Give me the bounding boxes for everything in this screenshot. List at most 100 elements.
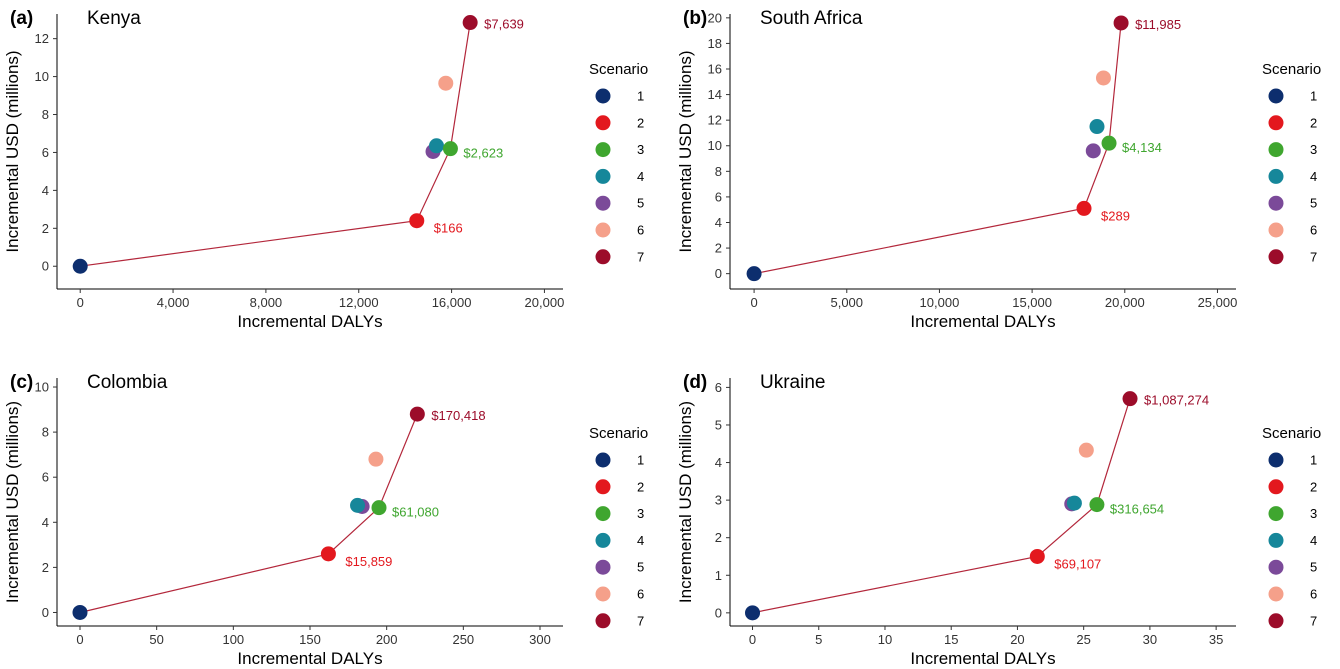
- legend-label-1: 1: [637, 89, 644, 104]
- legend-label-3: 3: [1310, 142, 1317, 157]
- y-axis-title: Incremental USD (millions): [3, 401, 22, 603]
- panel-title: South Africa: [760, 8, 863, 29]
- icer-label-scenario-3: $316,654: [1110, 502, 1164, 517]
- scenario-6-point: [438, 75, 454, 91]
- legend-marker-7: [595, 249, 611, 265]
- scenario-7-point: [409, 406, 425, 422]
- legend-label-3: 3: [637, 142, 644, 157]
- scenario-6-point: [368, 451, 384, 467]
- y-tick-label: 0: [715, 605, 722, 620]
- y-tick-label: 6: [42, 145, 49, 160]
- x-tick-label: 4,000: [157, 295, 190, 310]
- legend-label-2: 2: [1310, 479, 1317, 494]
- x-tick-label: 0: [749, 632, 756, 647]
- y-tick-label: 20: [708, 10, 722, 25]
- x-tick-label: 0: [77, 295, 84, 310]
- y-axis-title: Incremental USD (millions): [676, 50, 695, 252]
- legend-marker-5: [1268, 559, 1284, 575]
- scenario-3-point: [371, 500, 387, 516]
- legend-label-7: 7: [637, 249, 644, 264]
- scenario-7-point: [1122, 391, 1138, 407]
- legend-marker-1: [595, 452, 611, 468]
- scenario-1-point: [72, 604, 88, 620]
- legend-title: Scenario: [1262, 61, 1321, 78]
- y-tick-label: 10: [35, 380, 49, 395]
- legend-marker-2: [595, 479, 611, 495]
- legend-title: Scenario: [1262, 425, 1321, 442]
- scenario-4-point: [429, 138, 444, 154]
- scenario-2-point: [1076, 200, 1092, 216]
- legend-marker-5: [595, 195, 611, 211]
- scenario-1-point: [746, 266, 762, 282]
- y-axis-title: Incremental USD (millions): [3, 50, 22, 252]
- y-tick-label: 0: [715, 266, 722, 281]
- scenario-4-point: [350, 497, 366, 513]
- legend-marker-7: [1268, 613, 1284, 629]
- legend-label-5: 5: [1310, 560, 1317, 575]
- legend-label-6: 6: [1310, 587, 1317, 602]
- y-axis-title: Incremental USD (millions): [676, 401, 695, 603]
- legend-marker-1: [595, 88, 611, 104]
- x-axis-title: Incremental DALYs: [237, 312, 382, 331]
- legend-marker-6: [595, 586, 611, 602]
- x-tick-label: 20,000: [1105, 295, 1145, 310]
- x-tick-label: 0: [750, 295, 757, 310]
- x-axis-title: Incremental DALYs: [910, 649, 1055, 668]
- y-tick-label: 4: [42, 183, 49, 198]
- panel-title: Ukraine: [760, 372, 825, 393]
- y-tick-label: 8: [42, 425, 49, 440]
- scenario-2-point: [409, 213, 425, 229]
- scenario-3-point: [1101, 135, 1117, 151]
- scenario-6-point: [1078, 442, 1094, 458]
- scenario-2-point: [1029, 548, 1045, 564]
- y-tick-label: 4: [715, 455, 722, 470]
- x-tick-label: 10: [878, 632, 892, 647]
- legend-label-7: 7: [637, 613, 644, 628]
- x-tick-label: 0: [76, 632, 83, 647]
- icer-label-scenario-2: $15,859: [345, 554, 392, 569]
- y-tick-label: 6: [715, 189, 722, 204]
- frontier-line: [752, 398, 1131, 614]
- x-tick-label: 20,000: [525, 295, 565, 310]
- y-tick-label: 8: [715, 164, 722, 179]
- y-tick-label: 16: [708, 62, 722, 77]
- x-tick-label: 10,000: [920, 295, 960, 310]
- legend-marker-3: [1268, 142, 1284, 158]
- legend-label-4: 4: [637, 169, 644, 184]
- scenario-1-point: [72, 258, 88, 274]
- legend-marker-4: [1268, 168, 1284, 184]
- panel-title: Colombia: [87, 372, 168, 393]
- icer-label-scenario-2: $166: [434, 221, 463, 236]
- y-tick-label: 4: [42, 515, 49, 530]
- x-tick-label: 15,000: [1012, 295, 1052, 310]
- legend-marker-3: [1268, 506, 1284, 522]
- panel-letter: (d): [683, 372, 707, 393]
- legend-label-1: 1: [1310, 89, 1317, 104]
- legend-marker-5: [595, 559, 611, 575]
- legend-label-5: 5: [637, 196, 644, 211]
- scenario-3-point: [1089, 497, 1105, 513]
- y-tick-label: 12: [708, 113, 722, 128]
- y-tick-label: 18: [708, 36, 722, 51]
- legend-label-5: 5: [1310, 196, 1317, 211]
- legend-label-3: 3: [1310, 506, 1317, 521]
- icer-label-scenario-2: $69,107: [1054, 556, 1101, 571]
- y-tick-label: 1: [715, 568, 722, 583]
- x-tick-label: 5,000: [830, 295, 863, 310]
- legend-label-2: 2: [637, 479, 644, 494]
- panel-letter: (c): [10, 372, 33, 393]
- legend-label-4: 4: [1310, 533, 1317, 548]
- legend-label-4: 4: [1310, 169, 1317, 184]
- legend-marker-7: [1268, 249, 1284, 265]
- legend-label-6: 6: [637, 587, 644, 602]
- x-tick-label: 8,000: [250, 295, 283, 310]
- x-axis-title: Incremental DALYs: [237, 649, 382, 668]
- icer-label-scenario-7: $7,639: [484, 17, 524, 32]
- icer-label-scenario-2: $289: [1101, 208, 1130, 223]
- x-tick-label: 30: [1143, 632, 1157, 647]
- legend-marker-7: [595, 613, 611, 629]
- frontier-line: [753, 22, 1122, 275]
- legend-label-4: 4: [637, 533, 644, 548]
- x-axis-title: Incremental DALYs: [910, 312, 1055, 331]
